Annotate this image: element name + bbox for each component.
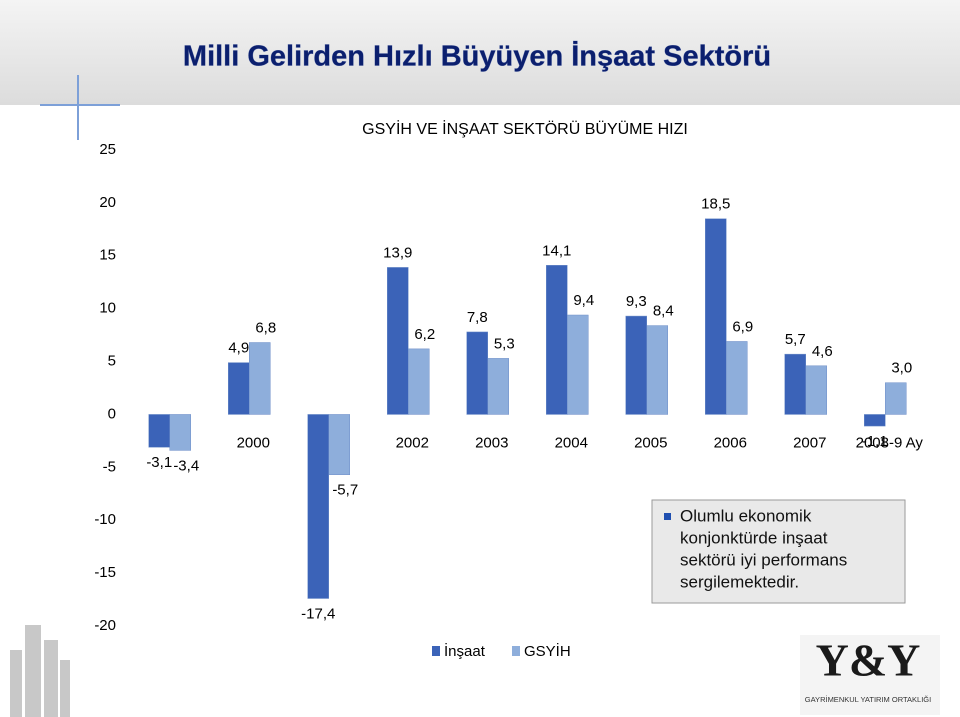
x-tick-label: 2007 bbox=[793, 434, 826, 451]
bar bbox=[408, 348, 430, 415]
value-label: 18,5 bbox=[701, 196, 730, 213]
header-band bbox=[0, 0, 960, 105]
bar bbox=[466, 331, 488, 415]
bar bbox=[487, 358, 509, 415]
bar bbox=[328, 414, 350, 475]
bar bbox=[885, 382, 907, 415]
value-label: -5,7 bbox=[332, 482, 358, 499]
bar bbox=[705, 218, 727, 415]
y-tick-label: 0 bbox=[108, 405, 116, 422]
value-label: 3,0 bbox=[891, 360, 912, 377]
value-label: -3,1 bbox=[146, 454, 172, 471]
y-tick-label: -5 bbox=[103, 458, 116, 475]
note-line: sergilemektedir. bbox=[680, 572, 799, 591]
building-icon bbox=[10, 625, 70, 717]
logo-text: GAYRİMENKUL YATIRIM ORTAKLIĞI bbox=[805, 695, 931, 704]
bar bbox=[784, 353, 806, 415]
y-tick-label: 20 bbox=[99, 194, 116, 211]
x-tick-label: 2004 bbox=[555, 434, 588, 451]
y-tick-label: -15 bbox=[94, 564, 116, 581]
value-label: 9,3 bbox=[626, 293, 647, 310]
value-label: 6,8 bbox=[255, 319, 276, 336]
value-label: 7,8 bbox=[467, 309, 488, 326]
bar bbox=[567, 314, 589, 415]
bar bbox=[864, 414, 886, 427]
value-label: 5,3 bbox=[494, 335, 515, 352]
bar bbox=[805, 365, 827, 415]
legend-label: GSYİH bbox=[524, 642, 571, 660]
x-tick-label: 2003 bbox=[475, 434, 508, 451]
x-tick-label: 2008-9 Ay bbox=[856, 434, 924, 451]
value-label: 4,9 bbox=[228, 340, 249, 357]
x-tick-label: 2006 bbox=[714, 434, 747, 451]
bar bbox=[249, 342, 271, 415]
value-label: -1,1 bbox=[862, 433, 888, 450]
legend-label: İnşaat bbox=[444, 642, 486, 660]
value-label: 6,2 bbox=[414, 326, 435, 343]
value-label: 13,9 bbox=[383, 244, 412, 261]
value-label: 14,1 bbox=[542, 242, 571, 259]
x-tick-label: 2000 bbox=[237, 434, 270, 451]
logo-box bbox=[800, 635, 940, 715]
y-tick-label: 5 bbox=[108, 353, 116, 370]
note-line: Olumlu ekonomik bbox=[680, 506, 812, 525]
y-tick-label: 10 bbox=[99, 300, 116, 317]
bar bbox=[307, 414, 329, 599]
value-label: 4,6 bbox=[812, 343, 833, 360]
bar bbox=[387, 267, 409, 415]
value-label: -3,4 bbox=[173, 457, 199, 474]
legend-swatch bbox=[512, 646, 520, 656]
bar bbox=[148, 414, 170, 448]
note-box bbox=[651, 499, 906, 604]
legend-swatch bbox=[432, 646, 440, 656]
bar bbox=[625, 315, 647, 415]
value-label: -17,4 bbox=[301, 605, 335, 622]
logo-mark: Y&Y bbox=[816, 635, 921, 686]
value-label: 8,4 bbox=[653, 303, 674, 320]
bar bbox=[546, 265, 568, 415]
bar bbox=[726, 341, 748, 415]
x-tick-label: 2002 bbox=[396, 434, 429, 451]
chart-title: GSYİH VE İNŞAAT SEKTÖRÜ BÜYÜME HIZI bbox=[362, 119, 688, 138]
note-line: sektörü iyi performans bbox=[680, 550, 847, 569]
x-tick-label: 2005 bbox=[634, 434, 667, 451]
bullet bbox=[664, 513, 671, 520]
value-label: 6,9 bbox=[732, 318, 753, 335]
value-label: 5,7 bbox=[785, 331, 806, 348]
value-label: 9,4 bbox=[573, 292, 594, 309]
y-tick-label: 25 bbox=[99, 141, 116, 158]
y-tick-label: -10 bbox=[94, 511, 116, 528]
y-tick-label: 15 bbox=[99, 247, 116, 264]
bar bbox=[646, 325, 668, 415]
slide-title: Milli Gelirden Hızlı Büyüyen İnşaat Sekt… bbox=[183, 41, 771, 73]
bar bbox=[228, 362, 250, 415]
note-line: konjonktürde inşaat bbox=[680, 528, 828, 547]
y-tick-label: -20 bbox=[94, 617, 116, 634]
bar bbox=[169, 414, 191, 451]
